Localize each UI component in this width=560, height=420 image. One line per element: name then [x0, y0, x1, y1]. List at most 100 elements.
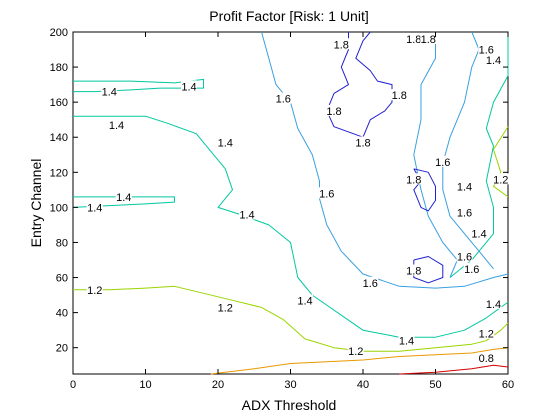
contour-label: 1.2 [479, 329, 494, 341]
contour-label: 1.6 [363, 278, 378, 290]
contour-label-bg [492, 173, 509, 185]
contour-label: 1.8 [406, 174, 421, 186]
contour-label: 1.8 [334, 39, 349, 51]
x-tick-label: 60 [502, 379, 514, 391]
contour-line-1-2 [493, 126, 509, 198]
contour-line-0-8 [399, 364, 509, 375]
x-tick-label: 0 [70, 379, 76, 391]
contour-line-1-6 [413, 32, 458, 278]
contour-label-bg [318, 187, 335, 199]
contour-line-1-2 [73, 285, 509, 352]
contour-label-bg [217, 301, 234, 313]
contour-label-bg [405, 173, 422, 185]
y-tick-label: 140 [50, 132, 68, 144]
contour-label-bg [456, 180, 473, 192]
contour-label-bg [485, 297, 502, 309]
x-tick-label: 10 [139, 379, 151, 391]
axes-box [72, 31, 509, 375]
contour-label-bg [420, 33, 437, 45]
contour-label-bg [478, 352, 495, 364]
contour-label: 1.8 [392, 90, 407, 102]
contour-label: 1.6 [457, 251, 472, 263]
contour-label: 1.4 [399, 336, 414, 348]
contour-label: 1.8 [406, 34, 421, 46]
plot-area: 0.81.21.21.21.21.21.41.41.41.41.41.41.41… [50, 27, 514, 391]
contour-label: 1.6 [276, 94, 291, 106]
contour-line-1 [210, 347, 509, 375]
contour-label: 1.8 [326, 106, 341, 118]
x-tick-label: 30 [284, 379, 296, 391]
contour-label-bg [434, 155, 451, 167]
contour-label: 1.4 [239, 209, 254, 221]
contour-label-bg [333, 38, 350, 50]
x-tick-label: 50 [429, 379, 441, 391]
contour-label-bg [217, 136, 234, 148]
contour-label-bg [391, 89, 408, 101]
contour-label-bg [355, 136, 371, 148]
contour-label: 1.4 [109, 120, 124, 132]
contour-label: 1.4 [116, 192, 131, 204]
contour-line-1-8 [326, 31, 393, 138]
contour-label: 1.2 [87, 285, 102, 297]
x-tick-label: 20 [212, 379, 224, 391]
contour-label-bg [275, 92, 292, 104]
y-tick-label: 160 [50, 97, 68, 109]
contour-label: 1.4 [87, 202, 102, 214]
contour-label-bg [362, 276, 379, 288]
y-tick-label: 200 [50, 27, 68, 39]
x-tick-label: 40 [357, 379, 369, 391]
contour-line-1-8 [413, 256, 444, 284]
y-tick-label: 80 [56, 237, 68, 249]
contour-line-1-4 [449, 32, 509, 278]
contour-label-bg [478, 43, 495, 55]
contour-label-bg [326, 104, 342, 116]
contour-label-bg [485, 54, 502, 66]
contour-label-bg [297, 294, 313, 306]
contour-label-bg [456, 206, 473, 218]
y-tick-label: 180 [50, 62, 68, 74]
y-tick-label: 40 [56, 308, 68, 320]
contour-label-bg [86, 283, 103, 295]
y-tick-label: 100 [50, 202, 68, 214]
contour-label: 0.8 [479, 353, 494, 365]
contour-labels: 0.81.21.21.21.21.21.41.41.41.41.41.41.41… [86, 33, 509, 365]
contour-label: 1.4 [181, 81, 196, 93]
y-tick-label: 20 [56, 343, 68, 355]
contour-label-bg [347, 345, 364, 357]
contour-label-bg [463, 262, 480, 274]
contour-label: 1.8 [406, 266, 421, 278]
contour-label: 1.4 [471, 229, 486, 241]
contour-label: 1.6 [457, 208, 472, 220]
y-tick-label: 120 [50, 167, 68, 179]
contour-label-bg [398, 334, 415, 346]
contour-label: 1.4 [457, 181, 472, 193]
y-axis-label: Entry Channel [28, 159, 44, 248]
contour-label: 1.4 [486, 55, 501, 67]
contour-label: 1.8 [355, 137, 370, 149]
contour-label-bg [405, 264, 422, 276]
y-tick-label: 60 [56, 273, 68, 285]
contour-label: 1.4 [218, 137, 233, 149]
contour-label-bg [86, 201, 103, 213]
contour-label: 1.2 [348, 346, 363, 358]
contour-label: 1.6 [479, 45, 494, 57]
contour-label-bg [181, 80, 197, 92]
contour-lines [72, 31, 509, 375]
contour-label-bg [108, 118, 125, 130]
x-axis-label: ADX Threshold [242, 397, 337, 413]
contour-label: 1.4 [102, 87, 117, 99]
contour-line-1-4 [73, 115, 509, 338]
contour-label-bg [115, 190, 132, 202]
contour-label: 1.6 [435, 157, 450, 169]
contour-label-bg [101, 85, 118, 97]
contour-label: 1.6 [464, 264, 479, 276]
contour-label-bg [471, 227, 487, 239]
contour-label-bg [478, 327, 495, 339]
contour-label: 1.4 [297, 295, 312, 307]
chart-title: Profit Factor [Risk: 1 Unit] [209, 8, 368, 24]
y-axis-ticks: 20 40 60 80 100 120 140 160 180 200 [50, 27, 508, 355]
contour-label: 1.6 [319, 188, 334, 200]
contour-label-bg [239, 208, 255, 220]
contour-label: 1.4 [486, 299, 501, 311]
